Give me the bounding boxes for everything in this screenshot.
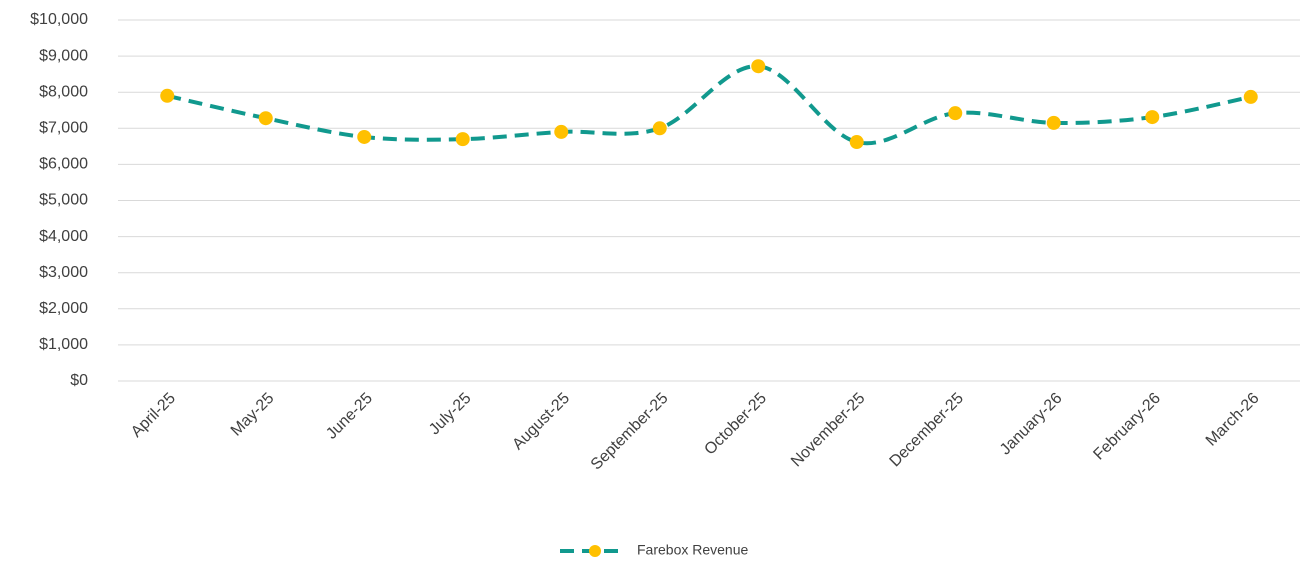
legend-label: Farebox Revenue — [637, 542, 749, 558]
y-tick-label: $3,000 — [39, 264, 88, 281]
x-tick-label: June-25 — [323, 390, 376, 443]
x-tick-label: August-25 — [509, 390, 573, 454]
y-tick-label: $1,000 — [39, 336, 88, 353]
y-tick-label: $8,000 — [39, 83, 88, 100]
marker — [258, 111, 273, 126]
marker — [554, 124, 569, 139]
marker — [1046, 115, 1061, 130]
marker — [751, 59, 766, 74]
x-tick-label: September-25 — [588, 390, 672, 474]
line — [166, 64, 1252, 146]
y-tick-label: $5,000 — [39, 192, 88, 209]
x-tick-label: February-26 — [1090, 390, 1164, 464]
x-tick-label: November-25 — [788, 390, 869, 471]
y-tick-label: $6,000 — [39, 156, 88, 173]
marker — [455, 132, 470, 147]
y-tick-label: $9,000 — [39, 47, 88, 64]
y-tick-label: $7,000 — [39, 120, 88, 137]
x-tick-label: October-25 — [701, 390, 770, 459]
marker — [357, 129, 372, 144]
y-tick-label: $10,000 — [30, 11, 88, 28]
legend-marker — [589, 545, 601, 557]
x-tick-label: January-26 — [997, 390, 1066, 459]
marker — [948, 106, 963, 121]
marker — [849, 135, 864, 150]
x-tick-label: March-26 — [1203, 390, 1263, 450]
x-tick-label: July-25 — [426, 390, 475, 439]
marker — [652, 121, 667, 136]
x-tick-label: December-25 — [886, 390, 967, 471]
marker — [160, 88, 175, 103]
marker — [1145, 110, 1160, 125]
marker — [1243, 89, 1258, 104]
x-tick-label: May-25 — [228, 390, 278, 440]
y-tick-label: $2,000 — [39, 300, 88, 317]
x-tick-label: April-25 — [128, 390, 179, 441]
y-tick-label: $0 — [70, 372, 88, 389]
y-tick-label: $4,000 — [39, 228, 88, 245]
